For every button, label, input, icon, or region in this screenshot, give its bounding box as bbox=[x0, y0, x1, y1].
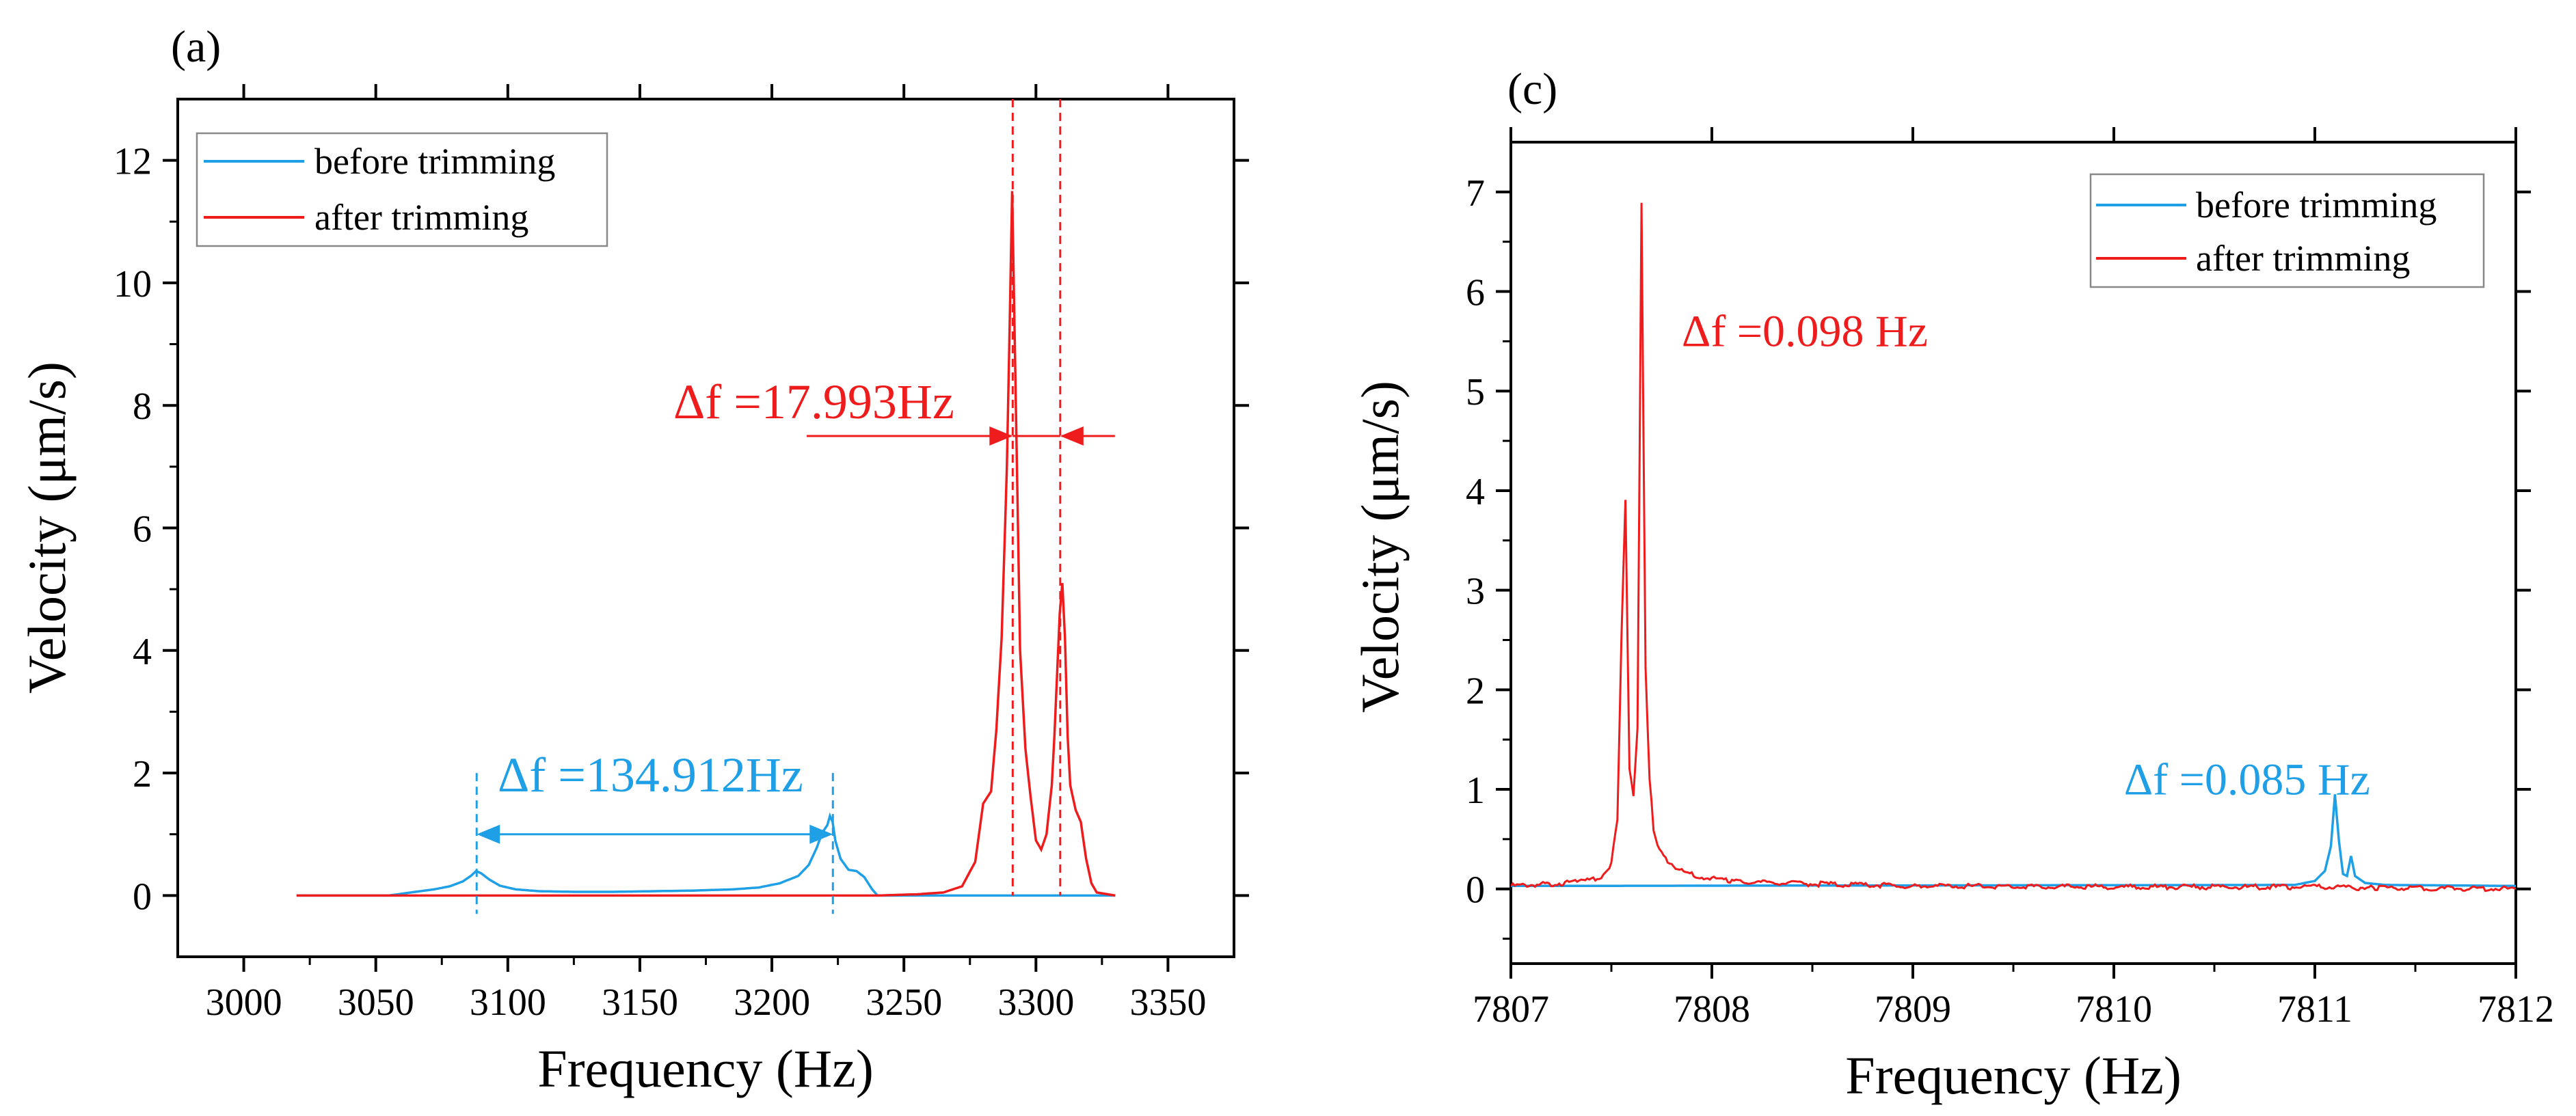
panel-c-y-tick-label: 7 bbox=[1466, 172, 1485, 215]
panel-a-series-before-line bbox=[296, 812, 1116, 897]
panel-c-x-tick-label: 7812 bbox=[2478, 988, 2554, 1031]
panel-a-y-tick-label: 6 bbox=[133, 508, 152, 551]
panel-a-before-arrow-right-head bbox=[809, 824, 833, 844]
panel-c-delta-f-before-label: Δf =0.085 Hz bbox=[2124, 754, 2370, 804]
panel-a-legend-label-before: before trimming bbox=[314, 141, 555, 182]
panel-a-x-tick-label: 3050 bbox=[338, 981, 414, 1024]
panel-a-y-tick-label: 10 bbox=[113, 263, 152, 305]
panel-c-y-tick-label: 6 bbox=[1466, 272, 1485, 314]
panel-a-after-arrow-right-head bbox=[1060, 426, 1084, 446]
panel-a-label: (a) bbox=[171, 22, 221, 72]
panel-c-y-tick-label: 5 bbox=[1466, 371, 1485, 413]
panel-a-y-tick-label: 4 bbox=[133, 631, 152, 673]
panel-c-y-tick-label: 1 bbox=[1466, 770, 1485, 812]
panel-a-delta-f-before-label: Δf =134.912Hz bbox=[498, 748, 803, 802]
panel-a-x-tick-label: 3100 bbox=[470, 981, 546, 1024]
panel-a-x-tick-label: 3000 bbox=[206, 981, 282, 1024]
panel-a-y-tick-label: 2 bbox=[133, 753, 152, 795]
panel-c-legend-box bbox=[2089, 173, 2485, 288]
panel-c-legend: before trimming after trimming bbox=[2089, 173, 2485, 288]
panel-a-y-tick-label: 12 bbox=[113, 141, 152, 183]
panel-a-delta-f-after-label: Δf =17.993Hz bbox=[673, 375, 954, 429]
panel-a-before-arrow-left-head bbox=[477, 824, 500, 844]
panel-a: (a) 3000 3050 3100 3150 3200 3250 3300 3350 0 2 4 6… bbox=[17, 22, 1249, 1098]
panel-c: (c) 7807 7808 7809 7810 7811 7812 0 1 2 3 4 5 6 7 Δf … bbox=[1350, 64, 2554, 1105]
panel-a-legend-label-after: after trimming bbox=[314, 197, 528, 238]
panel-a-x-axis-label: Frequency (Hz) bbox=[537, 1039, 874, 1098]
panel-c-x-tick-label: 7807 bbox=[1473, 988, 1549, 1031]
panel-a-x-tick-label: 3200 bbox=[734, 981, 810, 1024]
panel-a-series-group bbox=[296, 191, 1116, 897]
panel-c-legend-label-before: before trimming bbox=[2196, 185, 2437, 226]
panel-c-series-after-line bbox=[1511, 202, 2516, 893]
panel-c-y-axis-label: Velocity (μm/s) bbox=[1350, 381, 1410, 713]
panel-c-x-axis-label: Frequency (Hz) bbox=[1845, 1046, 2182, 1105]
panel-c-x-tick-label: 7811 bbox=[2277, 988, 2352, 1031]
panel-a-legend-box bbox=[196, 132, 608, 247]
panel-c-x-tick-label: 7808 bbox=[1674, 988, 1750, 1031]
panel-c-legend-label-after: after trimming bbox=[2196, 238, 2410, 279]
panel-c-series-group bbox=[1511, 202, 2516, 893]
panel-a-x-tick-label: 3250 bbox=[866, 981, 942, 1024]
panel-c-ticks: 7807 7808 7809 7810 7811 7812 0 1 2 3 4 5 6 7 bbox=[1466, 127, 2554, 1031]
panel-c-y-tick-label: 4 bbox=[1466, 471, 1485, 513]
panel-a-y-axis-label: Velocity (μm/s) bbox=[17, 362, 77, 694]
panel-a-legend: before trimming after trimming bbox=[196, 132, 608, 247]
panel-a-annotations bbox=[475, 99, 1115, 914]
panel-a-x-tick-label: 3150 bbox=[602, 981, 678, 1024]
panel-c-series-before-line bbox=[1511, 794, 2516, 888]
panel-a-after-arrow-left-head bbox=[989, 426, 1013, 446]
panel-a-series-after-line bbox=[296, 191, 1116, 897]
panel-c-label: (c) bbox=[1507, 64, 1557, 114]
panel-c-y-tick-label: 2 bbox=[1466, 670, 1485, 712]
panel-a-x-tick-label: 3300 bbox=[997, 981, 1074, 1024]
panel-a-y-tick-label: 0 bbox=[133, 875, 152, 918]
panel-c-y-tick-label: 3 bbox=[1466, 571, 1485, 613]
panel-a-x-tick-label: 3350 bbox=[1129, 981, 1206, 1024]
panel-a-y-tick-label: 8 bbox=[133, 385, 152, 428]
panel-c-x-tick-label: 7810 bbox=[2076, 988, 2152, 1031]
panel-c-y-tick-label: 0 bbox=[1466, 869, 1485, 912]
panel-c-x-tick-label: 7809 bbox=[1875, 988, 1951, 1031]
panel-c-delta-f-after-label: Δf =0.098 Hz bbox=[1682, 307, 1928, 357]
panel-a-ticks: 3000 3050 3100 3150 3200 3250 3300 3350 0 2 4 6 8 10 1… bbox=[113, 84, 1249, 1024]
